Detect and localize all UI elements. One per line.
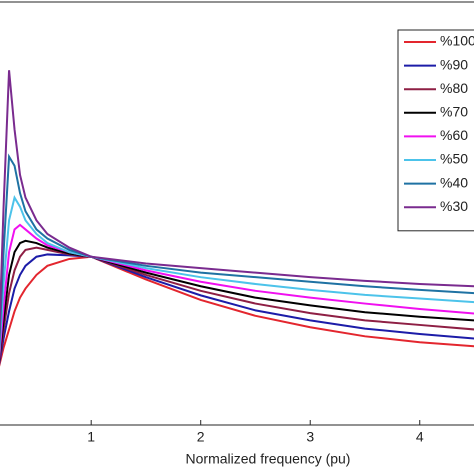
legend-label: %60 <box>440 127 468 143</box>
x-axis-label: Normalized frequency (pu) <box>186 451 351 467</box>
x-tick-label: 1 <box>87 429 95 445</box>
line-series <box>0 194 474 357</box>
line-series <box>0 70 474 344</box>
legend-label: %100 <box>440 33 474 49</box>
line-series <box>0 153 474 352</box>
legend-box <box>397 29 474 232</box>
legend-label: %70 <box>440 104 468 120</box>
legend-label: %80 <box>440 80 468 96</box>
x-tick-label: 4 <box>416 429 424 445</box>
legend-label: %30 <box>440 198 468 214</box>
line-series <box>0 246 474 364</box>
legend-label: %40 <box>440 174 468 190</box>
line-series <box>0 239 474 363</box>
x-tick-label: 3 <box>306 429 314 445</box>
x-tick-label: 2 <box>197 429 205 445</box>
legend-label: %50 <box>440 151 468 167</box>
line-series <box>0 255 474 367</box>
legend-label: %90 <box>440 56 468 72</box>
legend: %100 %90 %80 %70 %60 %50 %40 %30 <box>397 29 474 232</box>
